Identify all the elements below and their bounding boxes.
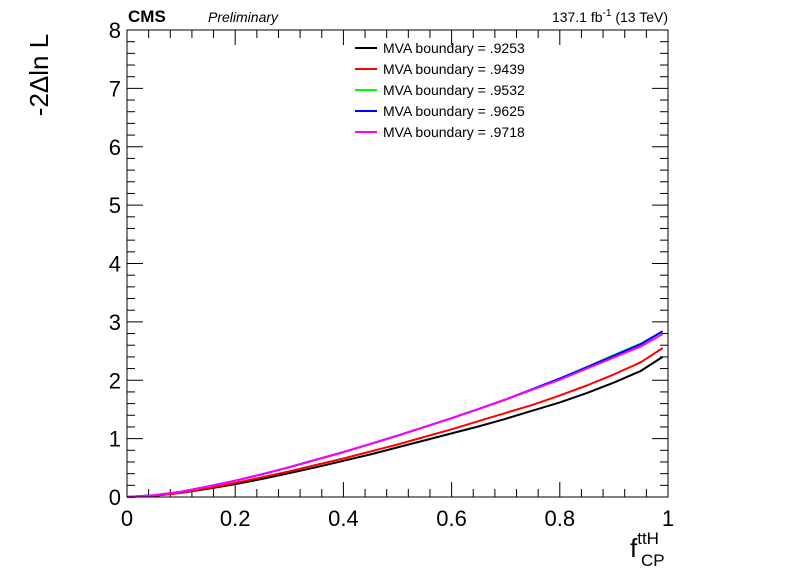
legend-label: MVA boundary = .9532 [383, 82, 525, 98]
series-line-1 [126, 356, 664, 498]
y-tick-label: 1 [109, 427, 121, 452]
plot-frame [126, 29, 669, 498]
y-tick-label: 2 [109, 368, 121, 393]
legend-label: MVA boundary = .9718 [383, 124, 525, 140]
x-tick-label: 0.8 [545, 506, 576, 531]
x-axis-title: fttH CP [630, 529, 665, 570]
y-tick-label: 7 [109, 76, 121, 101]
y-tick-labels: 0 1 2 3 4 5 6 7 8 [109, 18, 121, 510]
y-tick-label: 5 [109, 193, 121, 218]
x-tick-label: 0.2 [220, 506, 251, 531]
series-line-2 [126, 347, 664, 498]
x-tick-label: 0 [121, 506, 133, 531]
legend-label: MVA boundary = .9625 [383, 103, 525, 119]
y-tick-label: 4 [109, 252, 121, 277]
legend-label: MVA boundary = .9253 [383, 40, 525, 56]
y-tick-label: 3 [109, 310, 121, 335]
y-tick-label: 6 [109, 135, 121, 160]
y-tick-label: 8 [109, 18, 121, 43]
lumi-label: 137.1 fb-1 (13 TeV) [552, 8, 668, 25]
series-line-5 [126, 333, 664, 498]
series-line-4 [126, 330, 664, 498]
status-label: Preliminary [208, 9, 279, 25]
y-tick-label: 0 [109, 485, 121, 510]
experiment-label: CMS [128, 7, 166, 26]
series-line-3 [126, 330, 664, 498]
series-lines [126, 330, 664, 498]
x-tick-labels: 0 0.2 0.4 0.6 0.8 1 [121, 506, 674, 531]
x-tick-label: 0.6 [436, 506, 467, 531]
legend-label: MVA boundary = .9439 [383, 61, 525, 77]
y-axis-title: -2Δln L [24, 34, 54, 116]
x-tick-label: 0.4 [328, 506, 359, 531]
axis-ticks [126, 29, 669, 498]
legend: MVA boundary = .9253 MVA boundary = .9439… [355, 40, 525, 140]
x-tick-label: 1 [662, 506, 674, 531]
